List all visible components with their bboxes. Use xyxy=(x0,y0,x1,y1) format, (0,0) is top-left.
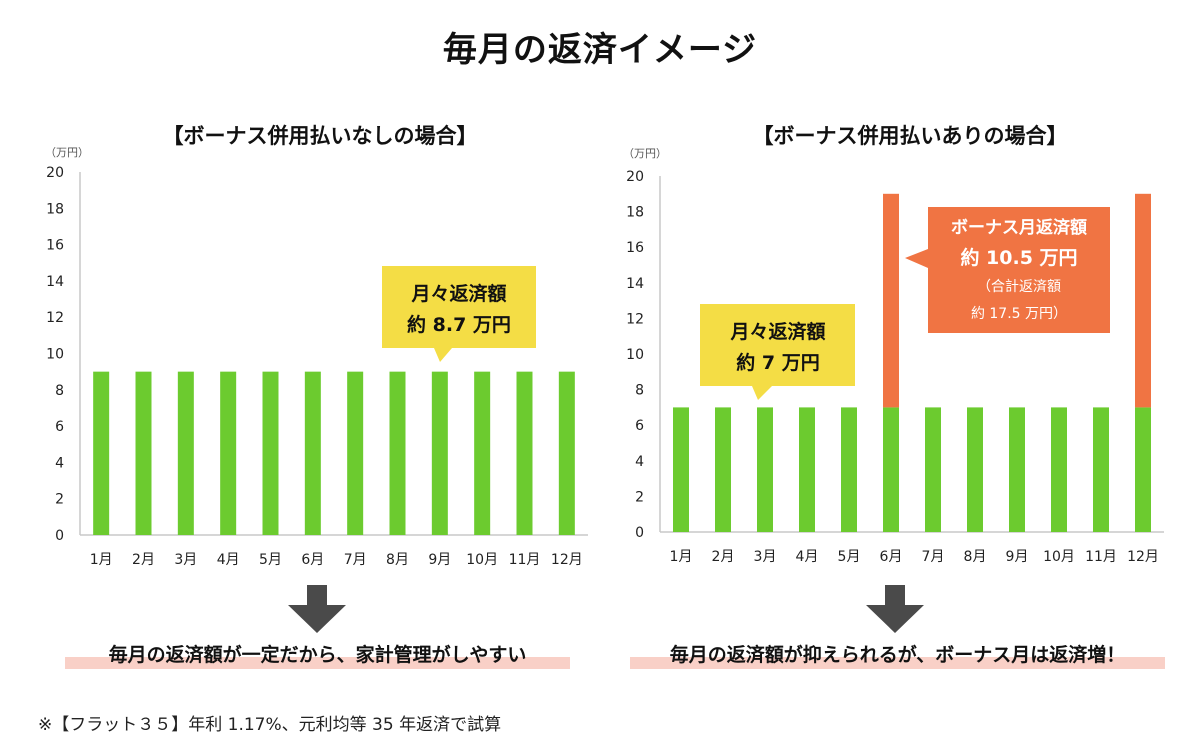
conclusion-left-text: 毎月の返済額が一定だから、家計管理がしやすい xyxy=(108,644,527,666)
x-tick-label-left: 9月 xyxy=(428,552,451,568)
y-tick-label-right: 2 xyxy=(635,489,644,505)
conclusion-right-text: 毎月の返済額が抑えられるが、ボーナス月は返済増！ xyxy=(669,644,1126,666)
callout-bonus-line-2: 約 10.5 万円 xyxy=(960,246,1077,269)
y-tick-label-right: 16 xyxy=(626,240,644,256)
y-tick-label-left: 10 xyxy=(46,347,64,363)
highlight-bar xyxy=(65,657,570,669)
bar-right-s0 xyxy=(799,407,815,532)
x-tick-label-right: 10月 xyxy=(1043,549,1075,565)
conclusion-right: 毎月の返済額が抑えられるが、ボーナス月は返済増！ xyxy=(630,641,1165,669)
y-tick-label-right: 18 xyxy=(626,205,644,221)
bar-right-s0 xyxy=(1009,407,1025,532)
bar-right-s0 xyxy=(1135,407,1151,532)
bar-right-s0 xyxy=(673,407,689,532)
x-tick-label-left: 8月 xyxy=(386,552,409,568)
callout-right-monthly-line-1: 月々返済額 xyxy=(729,320,825,343)
x-tick-label-left: 11月 xyxy=(509,552,541,568)
bar-left-s0 xyxy=(177,371,194,535)
y-tick-label-left: 0 xyxy=(55,528,64,544)
x-tick-label-right: 4月 xyxy=(796,549,819,565)
y-tick-label-left: 14 xyxy=(46,274,64,290)
x-tick-label-left: 12月 xyxy=(551,552,583,568)
x-tick-label-right: 11月 xyxy=(1085,549,1117,565)
bar-left-s0 xyxy=(474,371,491,535)
y-tick-label-left: 4 xyxy=(55,455,64,471)
callout-box-right-bonus xyxy=(905,207,1110,333)
bar-left-s0 xyxy=(389,371,406,535)
x-tick-label-right: 1月 xyxy=(670,549,693,565)
callout-bonus-line-4: 約 17.5 万円） xyxy=(971,306,1067,322)
bar-right-s0 xyxy=(841,407,857,532)
y-tick-label-right: 10 xyxy=(626,347,644,363)
y-tick-label-right: 0 xyxy=(635,525,644,541)
callout-box-right-monthly xyxy=(700,304,855,400)
callout-bonus-line-3: （合計返済額 xyxy=(977,279,1061,295)
bar-left-s0 xyxy=(516,371,533,535)
callout-left-line-2: 約 8.7 万円 xyxy=(407,313,511,336)
right-panel-title: 【ボーナス併用払いありの場合】 xyxy=(752,124,1068,148)
down-arrow-icon-right xyxy=(866,585,924,633)
bar-right-s1 xyxy=(883,193,899,408)
bar-left-s0 xyxy=(431,371,448,535)
x-tick-label-right: 7月 xyxy=(922,549,945,565)
x-tick-label-left: 4月 xyxy=(217,552,240,568)
bar-left-s0 xyxy=(220,371,237,535)
y-unit-label-left: （万円） xyxy=(45,146,89,159)
callout-right-monthly-line-2: 約 7 万円 xyxy=(736,351,819,374)
y-tick-label-right: 12 xyxy=(626,311,644,327)
callout-bonus-line-1: ボーナス月返済額 xyxy=(951,217,1087,238)
x-tick-label-right: 2月 xyxy=(712,549,735,565)
y-tick-label-right: 14 xyxy=(626,276,644,292)
page-title: 毎月の返済イメージ xyxy=(442,30,758,70)
x-tick-label-right: 6月 xyxy=(880,549,903,565)
y-tick-label-left: 20 xyxy=(46,165,64,181)
bar-right-s1 xyxy=(1135,193,1151,408)
x-tick-label-left: 1月 xyxy=(90,552,113,568)
callout-box-left xyxy=(382,266,536,362)
y-unit-label-right: （万円） xyxy=(623,147,667,160)
x-tick-label-left: 6月 xyxy=(301,552,324,568)
bar-right-s0 xyxy=(757,407,773,532)
x-tick-label-left: 2月 xyxy=(132,552,155,568)
x-tick-label-left: 10月 xyxy=(466,552,498,568)
bar-left-s0 xyxy=(262,371,279,535)
conclusion-left: 毎月の返済額が一定だから、家計管理がしやすい xyxy=(65,641,570,669)
y-tick-label-left: 18 xyxy=(46,201,64,217)
highlight-bar xyxy=(630,657,1165,669)
callout-left-line-1: 月々返済額 xyxy=(410,282,506,305)
x-tick-label-right: 3月 xyxy=(754,549,777,565)
bar-left-s0 xyxy=(93,371,110,535)
footnote: ※【フラット３５】年利 1.17%、元利均等 35 年返済で試算 xyxy=(38,715,502,735)
y-tick-label-right: 6 xyxy=(635,418,644,434)
bar-right-s0 xyxy=(715,407,731,532)
y-tick-label-left: 16 xyxy=(46,238,64,254)
bar-left-s0 xyxy=(347,371,364,535)
x-tick-label-right: 12月 xyxy=(1127,549,1159,565)
x-tick-label-right: 9月 xyxy=(1006,549,1029,565)
x-tick-label-right: 8月 xyxy=(964,549,987,565)
y-tick-label-right: 4 xyxy=(635,454,644,470)
y-tick-label-left: 2 xyxy=(55,492,64,508)
y-tick-label-left: 6 xyxy=(55,419,64,435)
bar-left-s0 xyxy=(304,371,321,535)
x-tick-label-left: 5月 xyxy=(259,552,282,568)
bar-right-s0 xyxy=(967,407,983,532)
bar-left-s0 xyxy=(135,371,152,535)
bar-right-s0 xyxy=(1051,407,1067,532)
bar-left-s0 xyxy=(558,371,575,535)
x-tick-label-right: 5月 xyxy=(838,549,861,565)
y-tick-label-right: 8 xyxy=(635,383,644,399)
down-arrow-icon-left xyxy=(288,585,346,633)
x-tick-label-left: 7月 xyxy=(344,552,367,568)
y-tick-label-left: 12 xyxy=(46,310,64,326)
bar-right-s0 xyxy=(925,407,941,532)
bar-right-s0 xyxy=(883,407,899,532)
bar-right-s0 xyxy=(1093,407,1109,532)
left-panel-title: 【ボーナス併用払いなしの場合】 xyxy=(162,124,478,148)
y-tick-label-right: 20 xyxy=(626,169,644,185)
x-tick-label-left: 3月 xyxy=(174,552,197,568)
y-tick-label-left: 8 xyxy=(55,383,64,399)
